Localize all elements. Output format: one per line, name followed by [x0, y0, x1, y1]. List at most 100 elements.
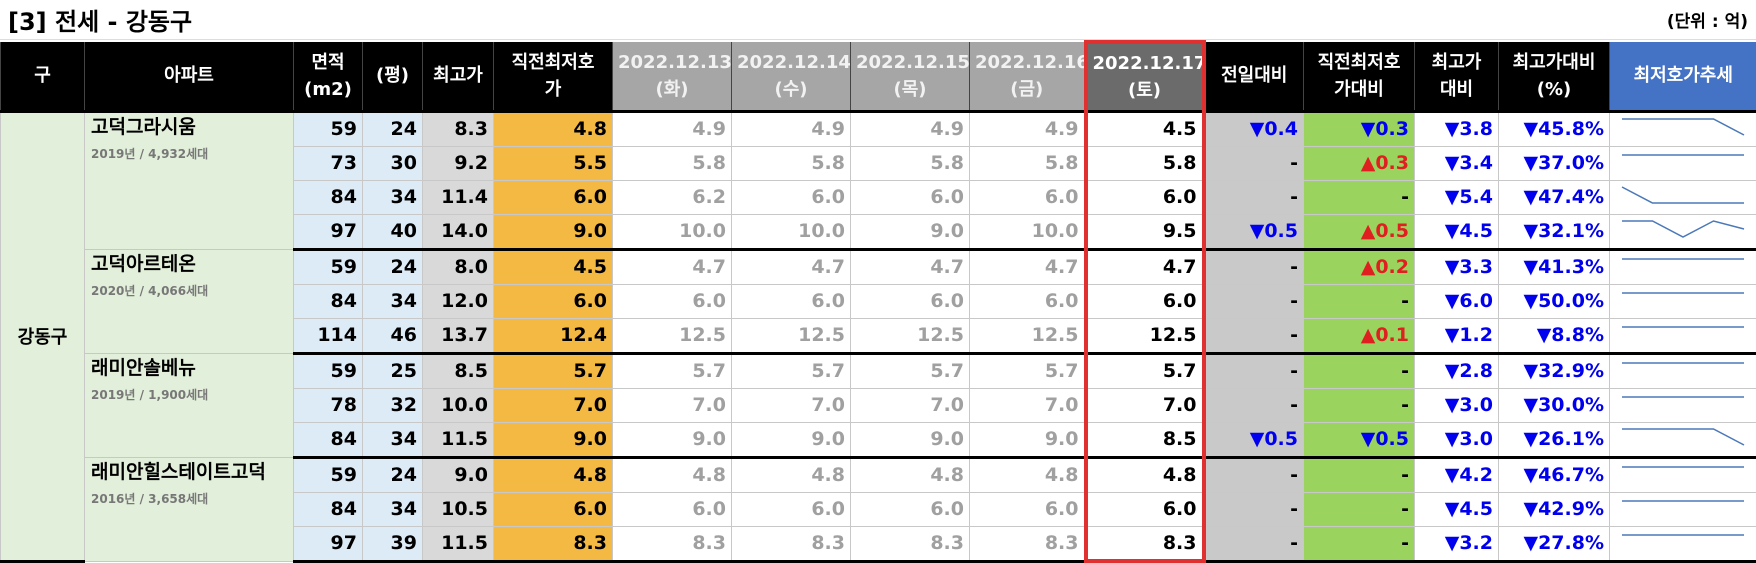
column-header: 2022.12.15 (목): [851, 42, 970, 111]
max-change: ▼3.0: [1415, 422, 1499, 457]
prev-low: 12.4: [494, 318, 613, 353]
prev-low-change: -: [1304, 526, 1415, 561]
daily-price: 6.0: [732, 492, 851, 526]
prev-low-change: -: [1304, 353, 1415, 388]
prev-low: 8.3: [494, 526, 613, 561]
daily-price: 12.5: [732, 318, 851, 353]
daily-price: 4.8: [732, 457, 851, 492]
daily-price: 9.0: [613, 422, 732, 457]
day-change: -: [1204, 146, 1304, 180]
daily-price: 12.5: [851, 318, 970, 353]
day-change: -: [1204, 284, 1304, 318]
max-change: ▼3.3: [1415, 249, 1499, 284]
area: 73: [294, 146, 363, 180]
daily-price: 7.0: [970, 388, 1086, 422]
sheet-title: [3] 전세 - 강동구: [8, 2, 192, 37]
max-price: 8.0: [423, 249, 494, 284]
daily-price: 10.0: [732, 214, 851, 249]
daily-price: 6.0: [613, 492, 732, 526]
max-price: 14.0: [423, 214, 494, 249]
column-header: 구: [1, 42, 85, 111]
prev-low-change: ▼0.5: [1304, 422, 1415, 457]
pyeong: 34: [363, 422, 423, 457]
pyeong: 24: [363, 457, 423, 492]
trend-line: [1622, 119, 1744, 135]
max-change: ▼6.0: [1415, 284, 1499, 318]
daily-price: 9.0: [732, 422, 851, 457]
daily-price: 9.0: [851, 214, 970, 249]
daily-price: 6.0: [851, 284, 970, 318]
day-change: -: [1204, 353, 1304, 388]
max-change: ▼4.2: [1415, 457, 1499, 492]
trend-line: [1622, 187, 1744, 203]
max-price: 11.5: [423, 422, 494, 457]
unit-label: (단위 : 억): [1667, 7, 1748, 32]
daily-price: 4.9: [851, 111, 970, 146]
apartment-name: 래미안솔베뉴: [91, 354, 289, 382]
sparkline: [1610, 251, 1756, 279]
daily-price: 6.2: [613, 180, 732, 214]
max-change-pct: ▼30.0%: [1499, 388, 1610, 422]
apartment-name: 고덕그라시움: [91, 113, 289, 141]
prev-low-change: -: [1304, 388, 1415, 422]
trend-cell: [1610, 111, 1756, 146]
area: 78: [294, 388, 363, 422]
pyeong: 34: [363, 492, 423, 526]
daily-price: 12.5: [970, 318, 1086, 353]
prev-low: 9.0: [494, 422, 613, 457]
prev-low-change: -: [1304, 492, 1415, 526]
daily-price: 9.0: [851, 422, 970, 457]
daily-price: 5.7: [613, 353, 732, 388]
sparkline: [1610, 215, 1756, 243]
trend-cell: [1610, 388, 1756, 422]
prev-low: 6.0: [494, 284, 613, 318]
max-change: ▼5.4: [1415, 180, 1499, 214]
sparkline: [1610, 493, 1756, 521]
daily-price: 6.0: [970, 284, 1086, 318]
daily-price: 8.3: [851, 526, 970, 561]
max-change: ▼3.4: [1415, 146, 1499, 180]
prev-low: 7.0: [494, 388, 613, 422]
column-header: 2022.12.13 (화): [613, 42, 732, 111]
prev-low: 9.0: [494, 214, 613, 249]
day-change: -: [1204, 249, 1304, 284]
column-header: 직전최저호 가: [494, 42, 613, 111]
apartment-info: 2019년 / 1,900세대: [91, 382, 289, 408]
trend-cell: [1610, 284, 1756, 318]
area: 59: [294, 457, 363, 492]
daily-price: 5.7: [970, 353, 1086, 388]
day-change: -: [1204, 180, 1304, 214]
area: 97: [294, 214, 363, 249]
daily-price: 7.0: [851, 388, 970, 422]
trend-line: [1622, 429, 1744, 445]
apartment-info: 2016년 / 3,658세대: [91, 486, 289, 512]
area: 84: [294, 492, 363, 526]
daily-price: 6.0: [970, 180, 1086, 214]
max-change-pct: ▼32.1%: [1499, 214, 1610, 249]
trend-cell: [1610, 457, 1756, 492]
district: 강동구: [1, 111, 85, 561]
daily-price: 7.0: [732, 388, 851, 422]
prev-low-change: -: [1304, 457, 1415, 492]
trend-cell: [1610, 526, 1756, 561]
daily-price: 5.8: [1086, 146, 1204, 180]
pyeong: 30: [363, 146, 423, 180]
daily-price: 8.3: [732, 526, 851, 561]
daily-price: 5.8: [732, 146, 851, 180]
daily-price: 5.7: [851, 353, 970, 388]
daily-price: 4.5: [1086, 111, 1204, 146]
column-header: (평): [363, 42, 423, 111]
prev-low-change: ▲0.1: [1304, 318, 1415, 353]
sparkline: [1610, 389, 1756, 417]
prev-low-change: ▲0.2: [1304, 249, 1415, 284]
prev-low: 4.5: [494, 249, 613, 284]
prev-low-change: -: [1304, 284, 1415, 318]
column-header: 직전최저호 가대비: [1304, 42, 1415, 111]
daily-price: 6.0: [1086, 180, 1204, 214]
area: 97: [294, 526, 363, 561]
